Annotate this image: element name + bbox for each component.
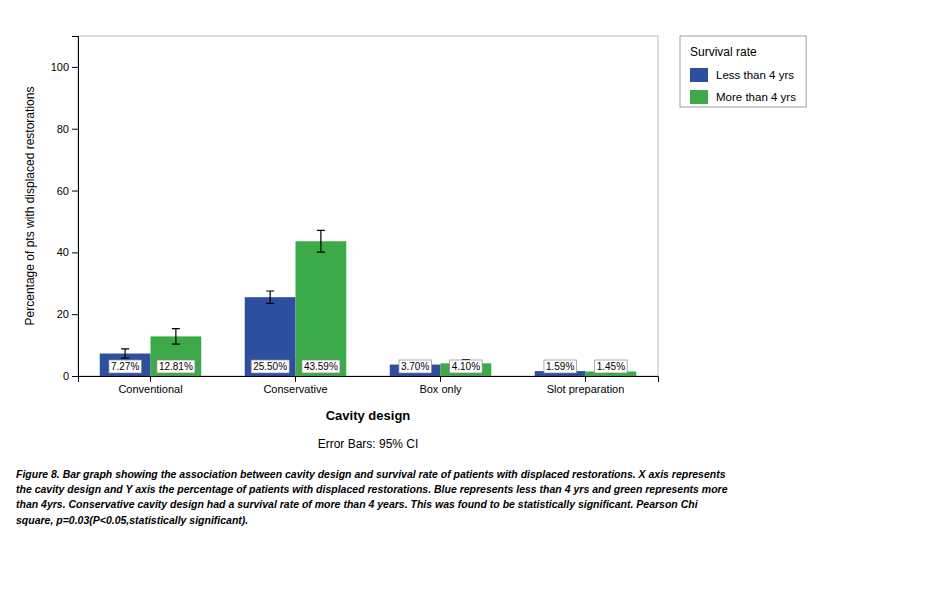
tick-label: Slot preparation <box>547 383 625 395</box>
data-label-box <box>544 360 576 373</box>
bar-series <box>151 230 637 376</box>
tick-mark <box>72 67 78 68</box>
x-tick: Conventional <box>118 376 182 395</box>
data-labels: 7.27% 25.50% 3.70% 1.59% 12.81% 43.59% 4.10% 1.… <box>109 360 627 373</box>
tick-mark <box>72 129 78 130</box>
bar <box>296 241 347 376</box>
data-label: 7.27% <box>111 361 139 372</box>
tick-label: 100 <box>51 61 69 73</box>
data-label: 12.81% <box>159 361 193 372</box>
legend-label: More than 4 yrs <box>716 91 796 103</box>
x-tick: Slot preparation <box>547 376 625 395</box>
data-label-group: 43.59% <box>302 360 340 373</box>
bar <box>245 297 296 376</box>
error-bar <box>266 291 274 303</box>
legend: Survival rate Less than 4 yrs More than 4 … <box>680 36 806 107</box>
tick-label: 40 <box>57 246 69 258</box>
plot: 7.27% 25.50% 3.70% 1.59% 12.81% 43.59% 4.10% 1.… <box>23 36 806 451</box>
tick-mark <box>295 376 296 382</box>
plot-frame <box>78 36 658 376</box>
data-label-group: 7.27% <box>109 360 141 373</box>
tick-mark <box>150 376 151 382</box>
y-tick: 20 <box>57 308 78 320</box>
x-axis: Conventional Conservative Box only Slot pre… <box>79 376 659 395</box>
legend-swatch <box>690 68 708 82</box>
y-tick: 40 <box>57 246 78 258</box>
data-label-box <box>302 360 340 373</box>
data-label-group: 1.45% <box>595 360 627 373</box>
annotation: Error Bars: 95% CI <box>318 437 419 451</box>
legend-frame <box>680 36 806 107</box>
tick-label: 20 <box>57 308 69 320</box>
tick-label: 60 <box>57 185 69 197</box>
x-axis-title: Cavity design <box>326 408 411 423</box>
data-label-box <box>251 360 289 373</box>
tick-label: Conservative <box>263 383 327 395</box>
y-axis-title: Percentage of pts with displaced restora… <box>23 87 37 326</box>
caption-line: Figure 8. Bar graph showing the associat… <box>16 468 726 480</box>
tick-mark <box>72 314 78 315</box>
y-tick: 100 <box>51 61 78 73</box>
x-tick: Conservative <box>263 376 327 395</box>
y-axis: 0 20 40 60 80 100 <box>51 37 79 383</box>
legend-item: More than 4 yrs <box>690 90 796 104</box>
x-tick: Box only <box>419 376 462 395</box>
tick-mark <box>72 191 78 192</box>
tick-label: Conventional <box>118 383 182 395</box>
tick-label: Box only <box>419 383 462 395</box>
tick-mark <box>72 252 78 253</box>
tick-mark <box>440 376 441 382</box>
data-label-group: 4.10% <box>450 360 482 373</box>
data-label-box <box>450 360 482 373</box>
chart: 7.27% 25.50% 3.70% 1.59% 12.81% 43.59% 4.10% 1.… <box>0 0 947 611</box>
legend-swatch <box>690 90 708 104</box>
legend-title: Survival rate <box>690 45 757 59</box>
tick-label: 0 <box>63 370 69 382</box>
data-label-box <box>157 360 195 373</box>
caption-line: square, p=0.03(P<0.05,statistically sign… <box>16 514 248 526</box>
axis-line <box>72 37 79 377</box>
error-bar <box>172 329 180 344</box>
tick-mark <box>585 376 586 382</box>
data-label-box <box>595 360 627 373</box>
data-label-group: 1.59% <box>544 360 576 373</box>
y-tick: 60 <box>57 185 78 197</box>
data-label: 43.59% <box>304 361 338 372</box>
y-tick: 0 <box>63 370 78 382</box>
legend-item: Less than 4 yrs <box>690 68 794 82</box>
data-label: 3.70% <box>401 361 429 372</box>
caption-line: the cavity design and Y axis the percent… <box>16 483 728 495</box>
data-label: 1.45% <box>597 361 625 372</box>
data-label-group: 3.70% <box>399 360 431 373</box>
error-bar <box>121 349 129 358</box>
y-tick: 80 <box>57 123 78 135</box>
data-label-box <box>109 360 141 373</box>
axis-line <box>79 377 659 383</box>
data-label-group: 25.50% <box>251 360 289 373</box>
tick-label: 80 <box>57 123 69 135</box>
legend-label: Less than 4 yrs <box>716 69 794 81</box>
data-label-group: 12.81% <box>157 360 195 373</box>
data-label: 4.10% <box>452 361 480 372</box>
data-label: 1.59% <box>546 361 574 372</box>
error-bar <box>317 230 325 252</box>
caption: Figure 8. Bar graph showing the associat… <box>16 468 728 526</box>
data-label: 25.50% <box>253 361 287 372</box>
caption-line: than 4yrs. Conservative cavity design ha… <box>16 498 699 510</box>
tick-mark <box>72 376 78 377</box>
marks <box>100 230 637 376</box>
data-label-box <box>399 360 431 373</box>
